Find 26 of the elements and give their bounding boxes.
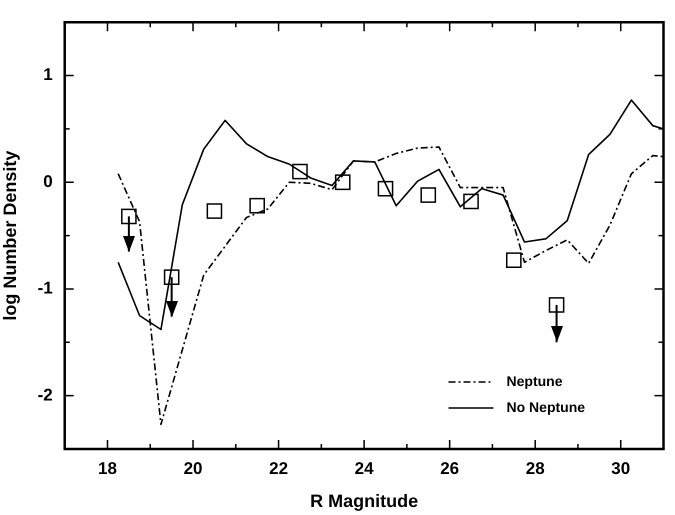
x-tick-label: 30 bbox=[611, 458, 630, 478]
y-axis-title: log Number Density bbox=[0, 150, 20, 321]
x-axis-title: R Magnitude bbox=[310, 491, 418, 512]
point bbox=[378, 180, 394, 196]
point bbox=[506, 252, 522, 268]
point bbox=[292, 164, 308, 180]
point bbox=[121, 208, 137, 224]
legend-label: No Neptune bbox=[506, 398, 586, 415]
point bbox=[463, 194, 479, 210]
y-tick-label: 0 bbox=[43, 172, 53, 191]
legend-label: Neptune bbox=[506, 372, 563, 389]
point bbox=[206, 203, 222, 219]
point bbox=[249, 198, 266, 214]
y-tick-label: -1 bbox=[38, 278, 53, 298]
point bbox=[420, 187, 436, 203]
x-tick-label: 20 bbox=[184, 458, 202, 478]
y-tick-label: -2 bbox=[38, 385, 53, 404]
x-tick-label: 18 bbox=[98, 458, 117, 478]
x-tick-label: 24 bbox=[354, 458, 374, 478]
x-tick-label: 22 bbox=[269, 458, 288, 478]
y-tick-label: 1 bbox=[43, 65, 53, 84]
point bbox=[164, 269, 180, 286]
point bbox=[548, 297, 564, 313]
x-tick-label: 28 bbox=[526, 458, 545, 478]
x-tick-label: 26 bbox=[440, 458, 460, 478]
point bbox=[334, 174, 351, 190]
